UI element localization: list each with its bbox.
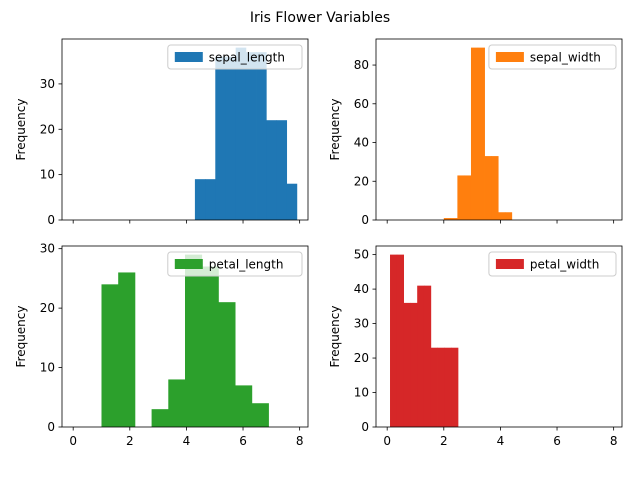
panel-petal_width: 0 10 20 30 40 50 0 2 4 6 8 Frequency petal_width: [328, 245, 623, 448]
y-tick-label: 0: [47, 420, 55, 434]
histogram-bar: [417, 285, 425, 427]
legend-box: [167, 251, 303, 277]
histogram-bar: [151, 409, 169, 427]
y-tick-label: 10: [40, 168, 55, 182]
histogram-bar: [118, 272, 136, 427]
histogram-bar: [470, 47, 479, 220]
histogram-bar: [218, 302, 236, 427]
histogram-bar: [410, 302, 418, 427]
histogram-bar: [444, 347, 452, 427]
histogram-bar: [276, 120, 288, 220]
legend-box: [488, 44, 617, 70]
histogram-bar: [498, 212, 506, 220]
figure-title: Iris Flower Variables: [250, 10, 390, 26]
x-tick-label: 0: [69, 434, 77, 448]
histogram-bar: [168, 379, 186, 427]
legend: sepal_width: [488, 44, 617, 70]
panel-sepal_length: 0 10 20 30 Frequency sepal_length: [14, 38, 309, 227]
y-tick-label: 20: [40, 301, 55, 315]
legend-swatch: [495, 52, 524, 62]
histogram-bar: [251, 403, 269, 427]
legend-label: sepal_width: [530, 51, 601, 65]
histogram-bar: [225, 56, 237, 221]
y-axis-label: Frequency: [328, 99, 342, 161]
axes-frame: [61, 245, 309, 428]
histogram-bar: [286, 183, 298, 220]
histogram-bar: [256, 52, 267, 220]
histogram-bar: [437, 347, 445, 427]
legend-box: [488, 251, 617, 277]
histogram-bar: [443, 218, 451, 220]
histogram-bar: [390, 254, 398, 427]
legend-swatch: [174, 52, 203, 62]
histogram-bar: [235, 47, 247, 220]
histogram-bar: [185, 254, 203, 427]
x-tick-label: 8: [610, 434, 618, 448]
y-tick-label: 0: [361, 213, 369, 227]
histogram-bar: [101, 284, 119, 427]
y-tick-label: 20: [354, 174, 369, 188]
y-tick-label: 60: [354, 97, 369, 111]
histogram-bar: [477, 47, 485, 220]
histogram-bar: [423, 285, 432, 427]
y-tick-label: 10: [354, 386, 369, 400]
axes-frame: [375, 38, 623, 221]
y-tick-label: 80: [354, 58, 369, 72]
x-tick-label: 4: [183, 434, 191, 448]
histogram-bar: [215, 56, 226, 221]
legend-label: petal_width: [530, 258, 599, 272]
x-tick-label: 6: [553, 434, 561, 448]
x-tick-label: 6: [239, 434, 247, 448]
histogram-bar: [245, 52, 257, 220]
legend: petal_length: [167, 251, 303, 277]
y-tick-label: 30: [40, 77, 55, 91]
y-tick-label: 0: [47, 213, 55, 227]
legend: sepal_length: [167, 44, 303, 70]
histogram-bar: [484, 156, 492, 220]
histogram-bar: [451, 347, 459, 427]
legend-swatch: [495, 259, 524, 269]
x-tick-label: 4: [497, 434, 505, 448]
y-tick-label: 40: [354, 282, 369, 296]
y-tick-label: 30: [354, 317, 369, 331]
y-tick-label: 30: [40, 242, 55, 256]
y-tick-label: 20: [40, 122, 55, 136]
histogram-bar: [464, 175, 472, 220]
histogram-bar: [450, 218, 458, 220]
y-axis-label: Frequency: [14, 99, 28, 161]
x-tick-label: 8: [296, 434, 304, 448]
histogram-bar: [205, 179, 216, 220]
x-tick-label: 2: [126, 434, 134, 448]
y-tick-label: 10: [40, 361, 55, 375]
histogram-bar: [403, 302, 411, 427]
histogram-bar: [504, 212, 513, 220]
histogram-bar: [235, 385, 253, 427]
y-tick-label: 50: [354, 248, 369, 262]
histogram-bar: [491, 156, 499, 220]
y-tick-label: 40: [354, 136, 369, 150]
histogram-bar: [457, 175, 465, 220]
y-axis-label: Frequency: [328, 306, 342, 368]
legend-box: [167, 44, 303, 70]
y-tick-label: 20: [354, 351, 369, 365]
y-axis-label: Frequency: [14, 306, 28, 368]
y-tick-label: 0: [361, 420, 369, 434]
legend: petal_width: [488, 251, 617, 277]
panel-petal_length: 0 10 20 30 0 2 4 6 8 Frequency petal_length: [14, 242, 309, 448]
histogram-bar: [266, 120, 277, 220]
axes-frame: [375, 245, 623, 428]
legend-swatch: [174, 259, 203, 269]
legend-label: sepal_length: [209, 51, 285, 65]
x-tick-label: 0: [383, 434, 391, 448]
histogram-bar: [430, 347, 438, 427]
histogram-bar: [201, 266, 219, 427]
panel-sepal_width: 0 20 40 60 80 Frequency sepal_width: [328, 38, 623, 227]
x-tick-label: 2: [440, 434, 448, 448]
histogram-bar: [396, 254, 405, 427]
histogram-bar: [194, 179, 206, 220]
subplot-grid: 0102030Frequencysepal_length020406080Fre…: [14, 38, 623, 448]
legend-label: petal_length: [209, 258, 284, 272]
